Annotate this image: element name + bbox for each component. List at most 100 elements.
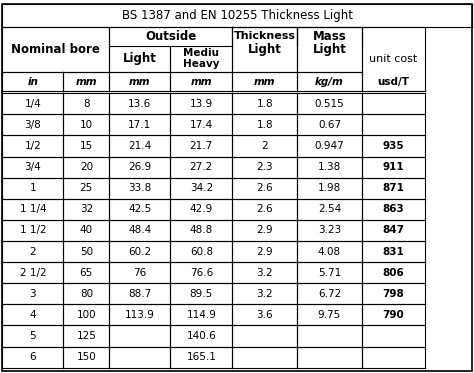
Text: Nominal bore: Nominal bore xyxy=(11,43,100,56)
Text: 798: 798 xyxy=(383,289,404,299)
Text: 33.8: 33.8 xyxy=(128,183,152,193)
Text: 1.38: 1.38 xyxy=(318,162,341,172)
Text: 89.5: 89.5 xyxy=(190,289,213,299)
Text: Outside: Outside xyxy=(145,29,196,43)
Text: Light: Light xyxy=(312,43,346,56)
Text: 13.9: 13.9 xyxy=(190,99,213,109)
Text: BS 1387 and EN 10255 Thickness Light: BS 1387 and EN 10255 Thickness Light xyxy=(121,9,353,22)
Text: 2: 2 xyxy=(29,247,36,257)
Text: 140.6: 140.6 xyxy=(186,331,216,341)
Text: mm: mm xyxy=(191,76,212,87)
Text: 65: 65 xyxy=(80,268,93,278)
Text: 42.9: 42.9 xyxy=(190,204,213,214)
Text: 10: 10 xyxy=(80,120,93,130)
Text: 1/4: 1/4 xyxy=(25,99,41,109)
Text: 0.947: 0.947 xyxy=(315,141,344,151)
Text: 27.2: 27.2 xyxy=(190,162,213,172)
Text: 76.6: 76.6 xyxy=(190,268,213,278)
Text: mm: mm xyxy=(129,76,151,87)
Text: usd/T: usd/T xyxy=(377,76,409,87)
Text: 4.08: 4.08 xyxy=(318,247,341,257)
Text: 3.6: 3.6 xyxy=(256,310,273,320)
Text: 1/2: 1/2 xyxy=(25,141,41,151)
Text: 5: 5 xyxy=(29,331,36,341)
Text: 80: 80 xyxy=(80,289,93,299)
Text: Mediu: Mediu xyxy=(183,48,219,58)
Text: Light: Light xyxy=(248,43,282,56)
Text: 113.9: 113.9 xyxy=(125,310,155,320)
Text: 48.8: 48.8 xyxy=(190,225,213,235)
Text: 2.9: 2.9 xyxy=(256,225,273,235)
Text: 3/8: 3/8 xyxy=(25,120,41,130)
Text: 1.8: 1.8 xyxy=(256,120,273,130)
Text: 4: 4 xyxy=(29,310,36,320)
Text: 50: 50 xyxy=(80,247,93,257)
Bar xyxy=(2,26,109,72)
Text: Heavy: Heavy xyxy=(183,59,219,69)
Text: 1 1/2: 1 1/2 xyxy=(19,225,46,235)
Text: 100: 100 xyxy=(77,310,96,320)
Text: 0.67: 0.67 xyxy=(318,120,341,130)
Text: 114.9: 114.9 xyxy=(186,310,216,320)
Text: 25: 25 xyxy=(80,183,93,193)
Text: 3.2: 3.2 xyxy=(256,289,273,299)
Text: 13.6: 13.6 xyxy=(128,99,152,109)
Text: 2: 2 xyxy=(261,141,268,151)
Text: 48.4: 48.4 xyxy=(128,225,152,235)
Text: in: in xyxy=(27,76,38,87)
Text: 165.1: 165.1 xyxy=(186,352,216,362)
Text: 2.9: 2.9 xyxy=(256,247,273,257)
Text: 42.5: 42.5 xyxy=(128,204,152,214)
Text: mm: mm xyxy=(254,76,275,87)
Text: Mass: Mass xyxy=(312,29,346,43)
Text: 2.6: 2.6 xyxy=(256,204,273,214)
Text: 790: 790 xyxy=(383,310,404,320)
Text: 17.4: 17.4 xyxy=(190,120,213,130)
Text: 3/4: 3/4 xyxy=(25,162,41,172)
Text: 2.54: 2.54 xyxy=(318,204,341,214)
Text: 871: 871 xyxy=(383,183,404,193)
Text: 1 1/4: 1 1/4 xyxy=(19,204,46,214)
Text: unit cost: unit cost xyxy=(369,54,418,64)
Text: 1: 1 xyxy=(29,183,36,193)
Text: 32: 32 xyxy=(80,204,93,214)
Text: 5.71: 5.71 xyxy=(318,268,341,278)
Text: 21.7: 21.7 xyxy=(190,141,213,151)
Text: 15: 15 xyxy=(80,141,93,151)
Text: kg/m: kg/m xyxy=(315,76,344,87)
Text: 40: 40 xyxy=(80,225,93,235)
Text: 6: 6 xyxy=(29,352,36,362)
Text: 6.72: 6.72 xyxy=(318,289,341,299)
Text: 60.2: 60.2 xyxy=(128,247,151,257)
Text: 125: 125 xyxy=(76,331,96,341)
Text: 1.98: 1.98 xyxy=(318,183,341,193)
Text: 911: 911 xyxy=(383,162,404,172)
Text: Light: Light xyxy=(123,52,157,65)
Text: 60.8: 60.8 xyxy=(190,247,213,257)
Text: 831: 831 xyxy=(383,247,404,257)
Text: 76: 76 xyxy=(133,268,146,278)
Text: 20: 20 xyxy=(80,162,93,172)
Text: 17.1: 17.1 xyxy=(128,120,152,130)
Text: Thickness: Thickness xyxy=(234,31,296,41)
Text: 3.23: 3.23 xyxy=(318,225,341,235)
Text: mm: mm xyxy=(76,76,97,87)
Text: 935: 935 xyxy=(383,141,404,151)
Text: 21.4: 21.4 xyxy=(128,141,152,151)
Text: 806: 806 xyxy=(383,268,404,278)
Text: 3: 3 xyxy=(29,289,36,299)
Text: 88.7: 88.7 xyxy=(128,289,152,299)
Text: 26.9: 26.9 xyxy=(128,162,152,172)
Text: 2 1/2: 2 1/2 xyxy=(19,268,46,278)
Text: 847: 847 xyxy=(382,225,404,235)
Text: 2.6: 2.6 xyxy=(256,183,273,193)
Text: 863: 863 xyxy=(383,204,404,214)
Text: 2.3: 2.3 xyxy=(256,162,273,172)
Text: 34.2: 34.2 xyxy=(190,183,213,193)
Text: 150: 150 xyxy=(76,352,96,362)
Text: 9.75: 9.75 xyxy=(318,310,341,320)
Text: 1.8: 1.8 xyxy=(256,99,273,109)
Text: 3.2: 3.2 xyxy=(256,268,273,278)
Text: 8: 8 xyxy=(83,99,90,109)
Text: 0.515: 0.515 xyxy=(315,99,344,109)
